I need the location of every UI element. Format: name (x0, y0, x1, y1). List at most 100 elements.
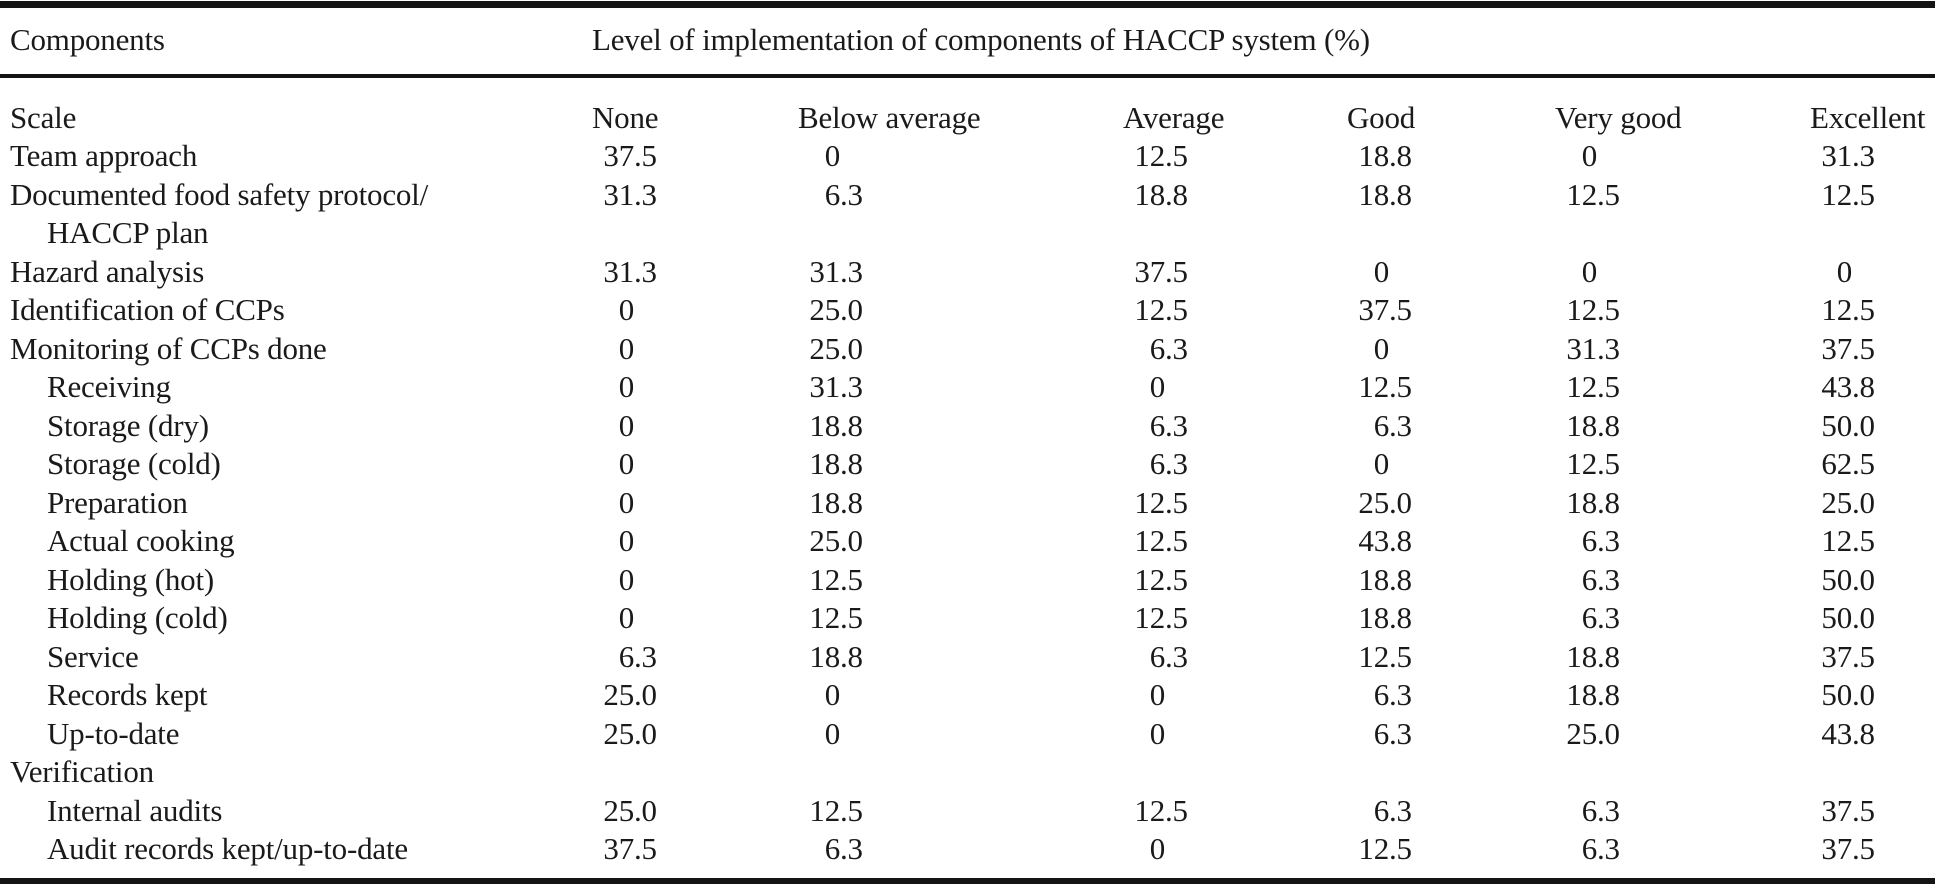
value-cell: 12.5 (1358, 369, 1412, 404)
scale-row-label: Scale (10, 99, 77, 135)
value-cell: 18.8 (1566, 677, 1620, 712)
table-row: Holding (hot) 0 12.5 12.5 18.8 6.3 50.0 (0, 561, 1935, 600)
value-cell: 6.3 (1581, 600, 1620, 635)
value-cell: 18.8 (1358, 138, 1412, 173)
value-cell: 25.0 (603, 677, 657, 712)
row-label: Storage (dry) (47, 407, 209, 443)
value-cell: 18.8 (1566, 484, 1620, 520)
table-row: Documented food safety protocol/HACCP pl… (0, 176, 1935, 253)
row-label-continuation: HACCP plan (47, 215, 209, 250)
table-row: Service 6.3 18.8 6.3 12.5 18.8 37.5 (0, 638, 1935, 677)
value-cell: 43.8 (1821, 715, 1875, 751)
value-cell: 0 (618, 446, 635, 481)
value-cell: 12.5 (1358, 831, 1412, 866)
scale-header-average: Average (1123, 99, 1225, 135)
table-row: Team approach 37.5 0 12.5 18.8 0 31.3 (0, 137, 1935, 176)
components-header: Components (0, 4, 592, 78)
row-label: Preparation (47, 484, 188, 520)
value-cell: 12.5 (809, 561, 863, 597)
value-cell: 18.8 (1358, 600, 1412, 635)
value-cell: 6.3 (1373, 407, 1412, 443)
table-row: Internal audits 25.0 12.5 12.5 6.3 6.3 37.5 (0, 792, 1935, 831)
value-cell: 37.5 (1821, 330, 1875, 366)
row-label: Team approach (10, 138, 198, 173)
value-cell: 12.5 (1134, 138, 1188, 173)
value-cell: 12.5 (1134, 600, 1188, 635)
value-cell: 12.5 (1566, 292, 1620, 327)
value-cell: 12.5 (1358, 638, 1412, 674)
value-cell: 37.5 (1821, 792, 1875, 828)
value-cell: 37.5 (1134, 253, 1188, 289)
table-row: Records kept 25.0 0 0 6.3 18.8 50.0 (0, 676, 1935, 715)
value-cell (592, 753, 798, 792)
table-row: Preparation 0 18.8 12.5 25.0 18.8 25.0 (0, 484, 1935, 523)
scale-header-none: None (592, 99, 659, 135)
value-cell: 18.8 (809, 407, 863, 443)
value-cell (1347, 753, 1555, 792)
value-cell: 18.8 (809, 484, 863, 520)
value-cell: 18.8 (1358, 561, 1412, 597)
value-cell: 6.3 (1581, 523, 1620, 558)
value-cell: 0 (618, 369, 635, 404)
value-cell: 25.0 (1566, 715, 1620, 751)
value-cell: 31.3 (809, 369, 863, 404)
value-cell: 37.5 (603, 138, 657, 173)
value-cell: 12.5 (1821, 523, 1875, 558)
table-row: Audit records kept/up-to-date 37.5 6.3 0 12.… (0, 830, 1935, 881)
table-row: Hazard analysis 31.3 31.3 37.5 0 0 0 (0, 253, 1935, 292)
value-cell: 31.3 (603, 176, 657, 212)
value-cell: 6.3 (1149, 407, 1188, 443)
value-cell: 12.5 (1566, 369, 1620, 404)
value-cell (1555, 753, 1810, 792)
value-cell: 12.5 (1134, 292, 1188, 327)
value-cell: 25.0 (809, 292, 863, 327)
value-cell: 12.5 (1134, 523, 1188, 558)
row-label: Up-to-date (47, 715, 180, 751)
value-cell: 12.5 (809, 600, 863, 635)
value-cell: 0 (618, 484, 635, 520)
table-row: Actual cooking 0 25.0 12.5 43.8 6.3 12.5 (0, 522, 1935, 561)
row-label: Verification (10, 754, 154, 789)
table-row: Storage (dry) 0 18.8 6.3 6.3 18.8 50.0 (0, 407, 1935, 446)
table-row: Monitoring of CCPs done 0 25.0 6.3 0 31.3 37.5 (0, 330, 1935, 369)
value-cell: 31.3 (809, 253, 863, 289)
row-label: Service (47, 638, 139, 674)
value-cell: 6.3 (1581, 792, 1620, 828)
value-cell: 6.3 (1149, 446, 1188, 481)
scale-header-below-average: Below average (798, 99, 981, 135)
value-cell: 0 (1149, 831, 1166, 866)
value-cell: 31.3 (1566, 330, 1620, 366)
value-cell: 0 (1373, 446, 1390, 481)
value-cell: 0 (1581, 253, 1598, 289)
value-cell: 37.5 (1821, 831, 1875, 866)
value-cell: 0 (618, 523, 635, 558)
row-label: Records kept (47, 677, 208, 712)
value-cell: 0 (618, 330, 635, 366)
value-cell (1123, 753, 1347, 792)
row-label: Holding (cold) (47, 600, 228, 635)
value-cell: 31.3 (1821, 138, 1875, 173)
table-row: Verification (0, 753, 1935, 792)
value-cell: 12.5 (1134, 792, 1188, 828)
value-cell: 25.0 (809, 523, 863, 558)
value-cell: 0 (618, 561, 635, 597)
scale-header-excellent: Excellent (1810, 99, 1926, 135)
value-cell: 0 (824, 677, 841, 712)
value-cell: 12.5 (1134, 484, 1188, 520)
value-cell: 25.0 (603, 715, 657, 751)
value-cell: 12.5 (1821, 292, 1875, 327)
row-label: Internal audits (47, 792, 223, 828)
table-row: Holding (cold) 0 12.5 12.5 18.8 6.3 50.0 (0, 599, 1935, 638)
value-cell: 25.0 (1358, 484, 1412, 520)
row-label: Receiving (47, 369, 171, 404)
row-label: Audit records kept/up-to-date (47, 831, 408, 866)
value-cell: 0 (1581, 138, 1598, 173)
value-cell: 18.8 (1134, 176, 1188, 212)
row-label: Hazard analysis (10, 253, 205, 289)
row-label: Monitoring of CCPs done (10, 330, 327, 366)
scale-header-good: Good (1347, 99, 1416, 135)
value-cell: 6.3 (1373, 715, 1412, 751)
value-cell: 6.3 (1373, 677, 1412, 712)
table-row: Identification of CCPs 0 25.0 12.5 37.5 12.5 1… (0, 291, 1935, 330)
value-cell: 50.0 (1821, 600, 1875, 635)
